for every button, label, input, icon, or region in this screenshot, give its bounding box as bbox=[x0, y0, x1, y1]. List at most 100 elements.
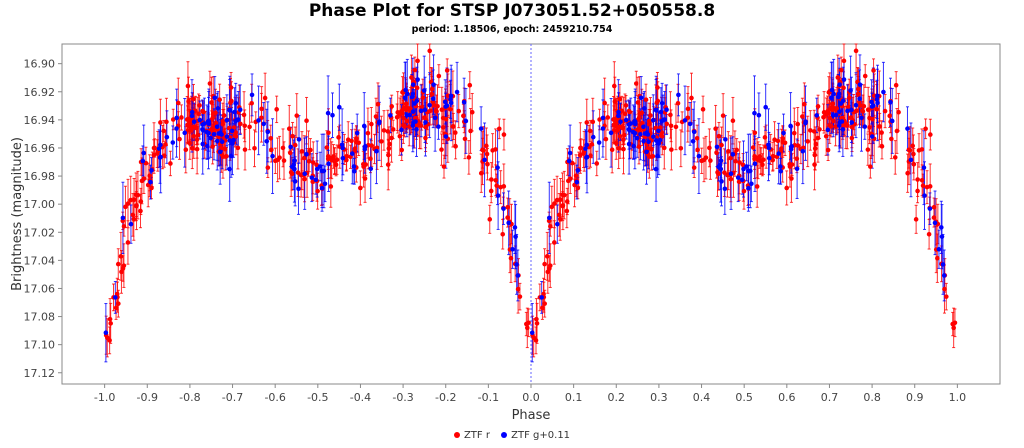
data-point-ztf-g bbox=[837, 120, 843, 125]
data-point-ztf-g bbox=[788, 144, 794, 150]
data-point-ztf-g bbox=[292, 179, 298, 184]
data-point-ztf-r bbox=[719, 142, 724, 148]
x-axis-label: Phase bbox=[512, 408, 551, 423]
data-point-ztf-r bbox=[385, 129, 391, 134]
data-point-ztf-g bbox=[510, 246, 515, 252]
data-point-ztf-r bbox=[841, 85, 846, 91]
data-point-ztf-r bbox=[113, 305, 119, 311]
data-point-ztf-g bbox=[230, 141, 235, 146]
data-point-ztf-r bbox=[893, 82, 899, 88]
data-point-ztf-g bbox=[730, 152, 736, 157]
data-point-ztf-g bbox=[664, 107, 669, 113]
data-point-ztf-r bbox=[609, 147, 615, 153]
x-tick-label: -0.2 bbox=[435, 391, 456, 404]
data-point-ztf-r bbox=[802, 101, 807, 107]
data-point-ztf-r bbox=[708, 158, 713, 163]
x-tick-label: -0.5 bbox=[307, 391, 328, 404]
data-point-ztf-r bbox=[412, 67, 418, 73]
data-point-ztf-r bbox=[189, 128, 194, 133]
data-point-ztf-r bbox=[404, 118, 410, 124]
data-point-ztf-r bbox=[578, 145, 583, 151]
data-point-ztf-r bbox=[911, 161, 917, 167]
data-point-ztf-r bbox=[879, 130, 884, 135]
data-point-ztf-r bbox=[861, 103, 867, 109]
data-point-ztf-r bbox=[867, 125, 872, 130]
data-point-ztf-r bbox=[207, 81, 213, 86]
data-point-ztf-g bbox=[659, 100, 665, 106]
data-point-ztf-r bbox=[151, 152, 157, 158]
data-point-ztf-r bbox=[496, 126, 502, 132]
data-point-ztf-g bbox=[749, 181, 754, 187]
data-point-ztf-r bbox=[116, 301, 121, 306]
data-point-ztf-r bbox=[847, 95, 852, 100]
data-point-ztf-g bbox=[232, 109, 237, 115]
data-point-ztf-g bbox=[432, 115, 438, 121]
data-point-ztf-r bbox=[613, 140, 619, 146]
data-point-ztf-r bbox=[874, 106, 879, 112]
data-point-ztf-g bbox=[461, 99, 467, 105]
data-point-ztf-g bbox=[539, 295, 544, 300]
data-point-ztf-r bbox=[640, 120, 645, 126]
data-point-ztf-g bbox=[874, 97, 880, 102]
data-point-ztf-g bbox=[409, 94, 415, 100]
data-point-ztf-r bbox=[554, 197, 560, 203]
data-point-ztf-r bbox=[812, 162, 817, 167]
data-point-ztf-g bbox=[529, 330, 535, 335]
data-point-ztf-g bbox=[322, 181, 328, 187]
data-point-ztf-g bbox=[407, 112, 413, 118]
data-point-ztf-r bbox=[231, 125, 237, 130]
data-point-ztf-g bbox=[313, 177, 319, 183]
data-point-ztf-r bbox=[616, 146, 621, 151]
data-point-ztf-r bbox=[525, 325, 530, 331]
data-point-ztf-r bbox=[741, 188, 747, 194]
data-point-ztf-r bbox=[505, 204, 511, 210]
data-point-ztf-r bbox=[815, 104, 821, 109]
data-point-ztf-r bbox=[849, 124, 855, 130]
data-point-ztf-r bbox=[274, 107, 279, 112]
data-point-ztf-r bbox=[870, 116, 875, 122]
data-point-ztf-g bbox=[862, 124, 868, 129]
data-point-ztf-g bbox=[881, 89, 886, 95]
data-point-ztf-r bbox=[734, 147, 740, 153]
data-point-ztf-g bbox=[304, 152, 309, 157]
data-point-ztf-r bbox=[856, 86, 861, 92]
data-point-ztf-r bbox=[247, 124, 252, 130]
data-point-ztf-g bbox=[869, 99, 874, 105]
data-point-ztf-g bbox=[618, 119, 623, 125]
data-point-ztf-r bbox=[390, 127, 396, 132]
y-axis-label: Brightness (magnitude) bbox=[10, 137, 25, 291]
x-tick-label: 0.9 bbox=[906, 391, 924, 404]
data-point-ztf-r bbox=[373, 114, 379, 119]
data-point-ztf-r bbox=[943, 294, 949, 299]
data-point-ztf-r bbox=[844, 123, 850, 128]
data-point-ztf-r bbox=[658, 125, 663, 130]
y-tick-label: 17.10 bbox=[24, 339, 56, 352]
data-point-ztf-g bbox=[158, 154, 163, 160]
data-point-ztf-g bbox=[148, 179, 153, 185]
data-point-ztf-r bbox=[447, 106, 453, 112]
data-point-ztf-g bbox=[656, 141, 662, 146]
data-point-ztf-g bbox=[837, 109, 842, 114]
data-point-ztf-r bbox=[633, 81, 639, 86]
data-point-ztf-r bbox=[362, 176, 368, 181]
data-point-ztf-r bbox=[533, 338, 539, 343]
data-point-ztf-g bbox=[848, 88, 853, 93]
data-point-ztf-r bbox=[456, 108, 462, 114]
data-point-ztf-r bbox=[187, 140, 193, 146]
data-point-ztf-r bbox=[643, 97, 649, 102]
data-point-ztf-r bbox=[121, 224, 127, 229]
data-point-ztf-r bbox=[618, 124, 624, 130]
data-point-ztf-r bbox=[913, 217, 919, 222]
data-point-ztf-r bbox=[315, 188, 320, 194]
data-point-ztf-g bbox=[410, 82, 416, 87]
data-point-ztf-r bbox=[331, 154, 336, 159]
data-point-ztf-g bbox=[626, 141, 632, 147]
data-point-ztf-r bbox=[827, 115, 833, 121]
data-point-ztf-g bbox=[224, 118, 230, 123]
data-point-ztf-r bbox=[427, 108, 433, 114]
data-point-ztf-g bbox=[723, 137, 728, 142]
data-point-ztf-g bbox=[436, 124, 441, 129]
data-point-ztf-g bbox=[837, 82, 842, 87]
y-tick-label: 17.02 bbox=[24, 226, 56, 239]
data-point-ztf-g bbox=[227, 166, 232, 172]
